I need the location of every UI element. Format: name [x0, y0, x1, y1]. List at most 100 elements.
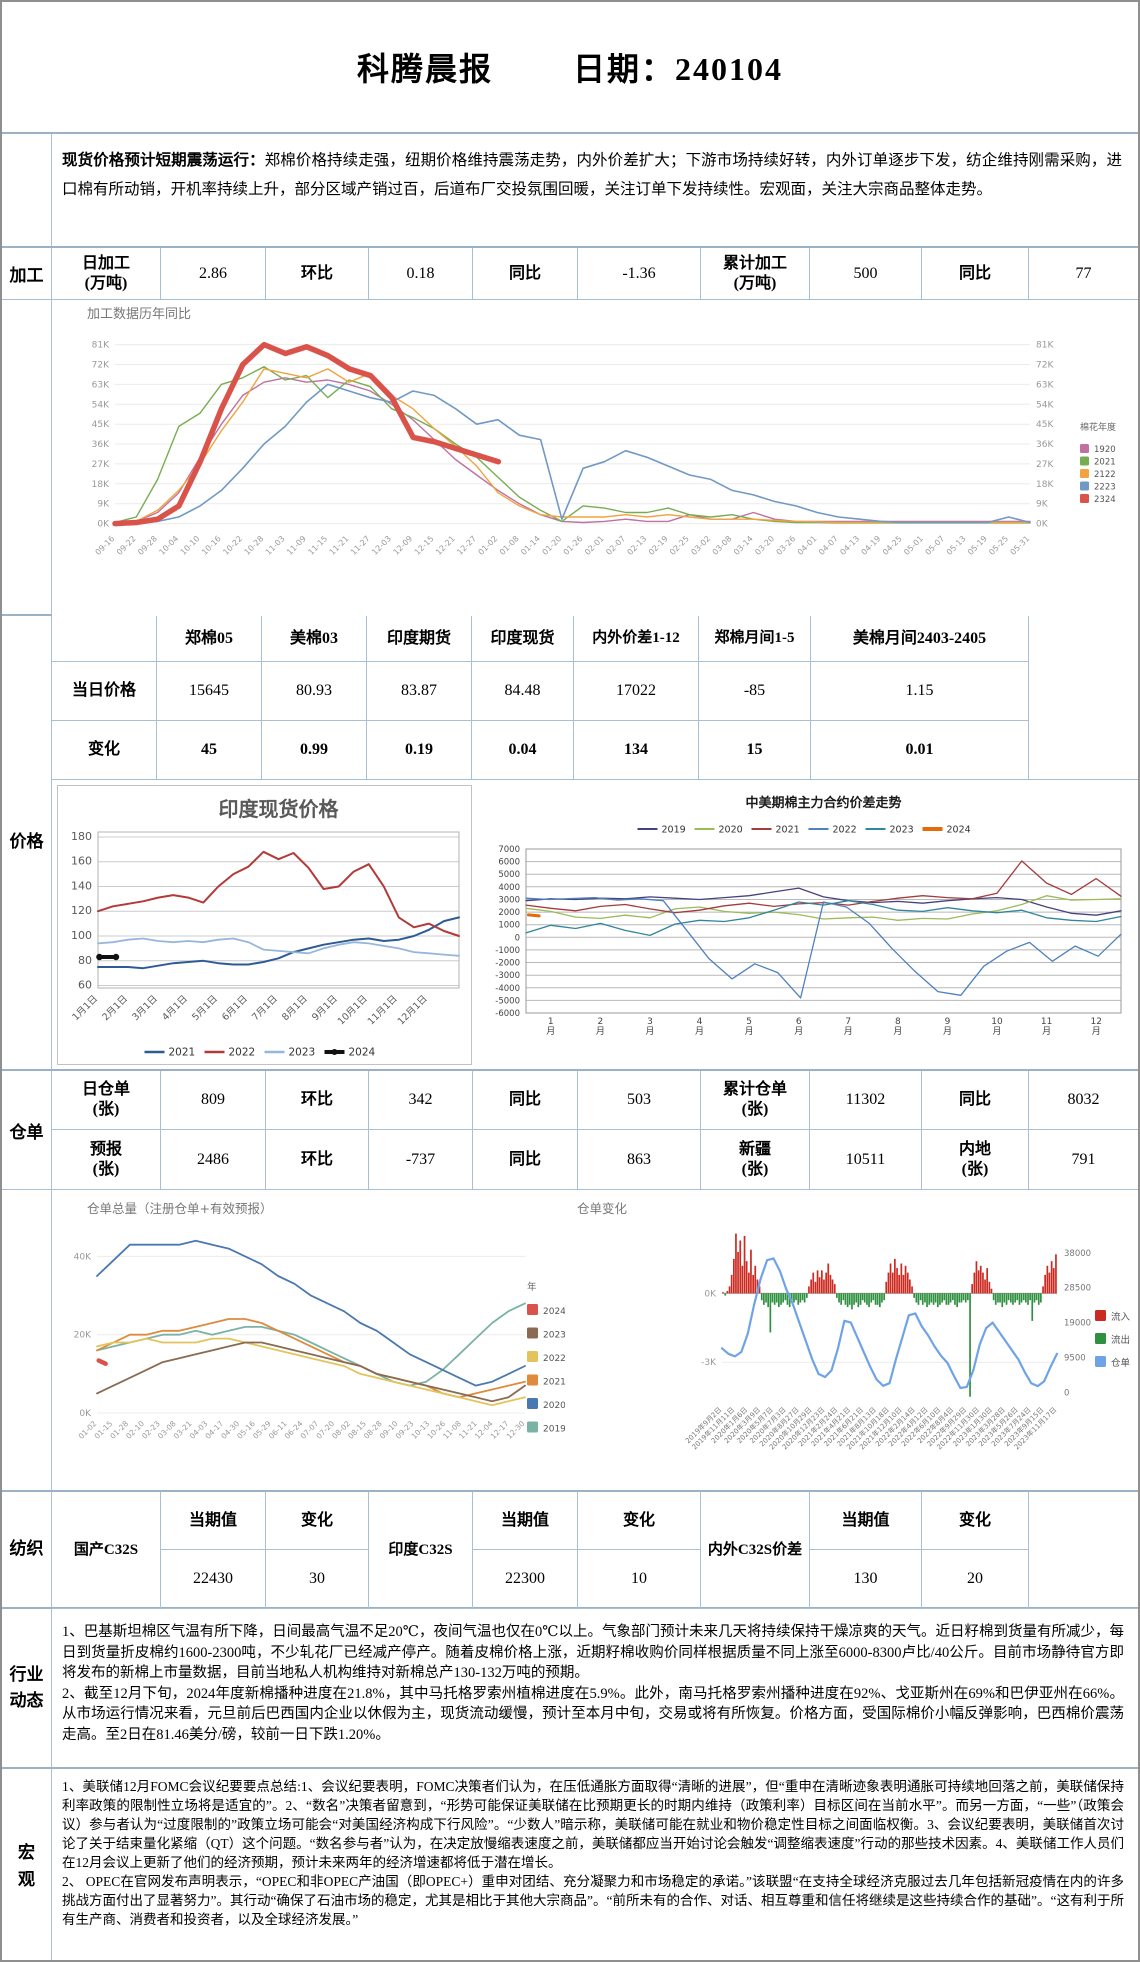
svg-text:-1000: -1000 [495, 946, 520, 956]
svg-text:2021: 2021 [169, 1047, 196, 1059]
processing-value-cum: 500 [810, 248, 922, 300]
svg-text:-4000: -4000 [495, 984, 520, 994]
report-header: 科腾晨报 日期：240104 [2, 2, 1138, 132]
chart-cn-us-spread: 7000 6000 5000 4000 3000 2000 1000 0 -1000 -2000 -… [480, 785, 1137, 1065]
svg-text:9500: 9500 [1064, 1354, 1086, 1364]
svg-text:38000: 38000 [1064, 1249, 1091, 1259]
svg-text:05-25: 05-25 [987, 534, 1010, 557]
svg-text:12-09: 12-09 [392, 534, 415, 557]
svg-text:12-03: 12-03 [370, 534, 393, 557]
svg-text:10月1日: 10月1日 [336, 993, 370, 1027]
svg-text:01-26: 01-26 [562, 534, 585, 557]
svg-text:72K: 72K [1036, 361, 1054, 371]
textile-change-domestic: 30 [266, 1550, 369, 1609]
svg-text:03-20: 03-20 [753, 534, 776, 557]
price-table: 郑棉05 美棉03 印度期货 印度现货 内外价差1-12 郑棉月间1-5 美棉月… [52, 616, 1138, 780]
svg-text:5月: 5月 [745, 1017, 754, 1037]
svg-text:0K: 0K [97, 520, 110, 530]
processing-table: 日加工 (万吨) 2.86 环比 0.18 同比 -1.36 累计加工 (万吨)… [52, 248, 1138, 300]
xinjiang-label: 新疆 (张) [701, 1130, 810, 1190]
svg-text:04-25: 04-25 [881, 534, 904, 557]
textile-name-india: 印度C32S [369, 1492, 473, 1609]
summary-side-cell [2, 134, 52, 246]
svg-text:0: 0 [1064, 1388, 1069, 1398]
processing-section: 加工 日加工 (万吨) 2.86 环比 0.18 同比 -1.36 累计加工 (… [2, 246, 1138, 616]
svg-text:04-01: 04-01 [796, 534, 819, 557]
price-header-india-futures: 印度期货 [367, 616, 472, 662]
price-change-mm-calendar: 0.01 [811, 721, 1029, 780]
svg-text:11-15: 11-15 [306, 534, 329, 557]
svg-text:02-19: 02-19 [647, 534, 670, 557]
svg-text:-3K: -3K [701, 1358, 717, 1368]
processing-label-cum-yoy: 同比 [922, 248, 1029, 300]
receipts-label-cum: 累计仓单 (张) [701, 1071, 810, 1130]
svg-text:6000: 6000 [498, 858, 520, 868]
svg-text:11-09: 11-09 [285, 534, 308, 557]
price-row-label-today: 当日价格 [52, 662, 157, 721]
svg-text:140: 140 [71, 880, 92, 893]
svg-text:100: 100 [71, 929, 92, 942]
svg-text:04-19: 04-19 [860, 534, 883, 557]
receipts-label-mom: 环比 [266, 1071, 369, 1130]
textile-current-india: 22300 [473, 1550, 578, 1609]
textile-header-current-1: 当期值 [161, 1492, 266, 1550]
price-today-spread: 17022 [574, 662, 699, 721]
xinjiang-value: 10511 [810, 1130, 922, 1190]
svg-text:1月1日: 1月1日 [70, 993, 100, 1023]
svg-text:2023: 2023 [890, 825, 914, 836]
svg-text:27K: 27K [92, 460, 110, 470]
processing-label-cum: 累计加工 (万吨) [701, 248, 810, 300]
industry-news: 1、巴基斯坦棉区气温有所下降，日间最高气温不足20℃，夜间气温也仅在0℃以上。气… [52, 1609, 1138, 1745]
svg-text:12-15: 12-15 [413, 534, 436, 557]
svg-text:2022: 2022 [229, 1047, 256, 1059]
svg-text:4000: 4000 [498, 883, 520, 893]
svg-text:2000: 2000 [498, 908, 520, 918]
svg-text:7月: 7月 [844, 1017, 853, 1037]
price-header-mm-calendar: 美棉月间2403-2405 [811, 616, 1029, 662]
macro-section: 宏观 1、美联储12月FOMC会议纪要要点总结:1、会议纪要表明，FOMC决策者… [2, 1767, 1138, 1960]
svg-text:2021: 2021 [776, 825, 800, 836]
textile-section: 纺织 国产C32S 当期值 变化 22430 30 印度C32S 当期值 变化 … [2, 1490, 1138, 1609]
processing-label-daily: 日加工 (万吨) [52, 248, 161, 300]
textile-header-change-2: 变化 [578, 1492, 701, 1550]
svg-text:63K: 63K [1036, 380, 1054, 390]
svg-text:加工数据历年同比: 加工数据历年同比 [87, 307, 191, 322]
textile-header-change-1: 变化 [266, 1492, 369, 1550]
svg-text:10-16: 10-16 [200, 534, 223, 557]
svg-text:仓单总量（注册仓单+有效预报）: 仓单总量（注册仓单+有效预报） [87, 1201, 272, 1216]
textile-empty-cell [1029, 1492, 1138, 1609]
svg-text:3000: 3000 [498, 896, 520, 906]
svg-text:81K: 81K [92, 341, 110, 351]
receipts-label-cum-yoy: 同比 [922, 1071, 1029, 1130]
svg-text:01-08: 01-08 [498, 534, 521, 557]
svg-text:8月1日: 8月1日 [280, 993, 310, 1023]
processing-value-daily: 2.86 [161, 248, 266, 300]
svg-text:2024: 2024 [349, 1047, 376, 1059]
svg-text:9月: 9月 [943, 1017, 952, 1037]
svg-text:6月1日: 6月1日 [220, 993, 250, 1023]
svg-text:0K: 0K [1036, 520, 1049, 530]
svg-text:45K: 45K [1036, 420, 1054, 430]
svg-text:2223: 2223 [1094, 483, 1116, 493]
svg-text:6月: 6月 [794, 1017, 803, 1037]
svg-text:-6000: -6000 [495, 1009, 520, 1019]
svg-text:1月: 1月 [546, 1017, 555, 1037]
section-label-textile: 纺织 [9, 1539, 44, 1559]
forecast-label-mom: 环比 [266, 1130, 369, 1190]
svg-text:10-22: 10-22 [221, 534, 244, 557]
price-change-zm-calendar: 15 [699, 721, 811, 780]
price-change-india-futures: 0.19 [367, 721, 472, 780]
svg-text:02-13: 02-13 [626, 534, 649, 557]
receipts-value-daily: 809 [161, 1071, 266, 1130]
svg-text:02-01: 02-01 [583, 534, 606, 557]
svg-text:12-30: 12-30 [505, 1419, 527, 1441]
receipts-table: 日仓单 (张) 809 环比 342 同比 503 累计仓单 (张) 11302… [52, 1071, 1138, 1190]
textile-change-india: 10 [578, 1550, 701, 1609]
svg-text:12月: 12 月 [1090, 1017, 1101, 1037]
svg-text:流入: 流入 [1111, 1311, 1131, 1323]
summary-section: 现货价格预计短期震荡运行：郑棉价格持续走强，纽期价格维持震荡走势，内外价差扩大；… [2, 132, 1138, 246]
svg-text:仓单变化: 仓单变化 [577, 1201, 628, 1216]
svg-text:2020: 2020 [719, 825, 743, 836]
svg-text:12-27: 12-27 [455, 534, 478, 557]
svg-text:4月: 4月 [695, 1017, 704, 1037]
